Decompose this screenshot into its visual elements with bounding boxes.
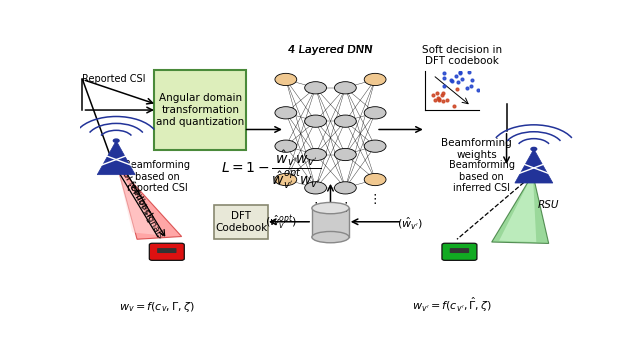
Circle shape [364,107,386,119]
Circle shape [531,147,537,151]
FancyBboxPatch shape [214,205,269,239]
Circle shape [113,139,119,142]
Text: $w_{v^\prime} = f(c_{v^\prime}, \hat{\Gamma}, \zeta)$: $w_{v^\prime} = f(c_{v^\prime}, \hat{\Ga… [412,296,492,314]
Circle shape [335,115,356,127]
Text: Reported CSI: Reported CSI [83,74,146,84]
Text: Angular domain
transformation
and quantization: Angular domain transformation and quanti… [156,93,244,127]
Circle shape [305,182,326,194]
Circle shape [364,73,386,86]
Text: RSU: RSU [538,200,559,209]
Circle shape [305,115,326,127]
Text: Pilot signals: Pilot signals [129,189,164,240]
FancyBboxPatch shape [450,248,469,253]
Circle shape [275,173,297,186]
Circle shape [275,140,297,152]
Text: $(\hat{w}_{v^\prime})$: $(\hat{w}_{v^\prime})$ [397,215,423,231]
Text: DFT
Codebook: DFT Codebook [215,211,268,233]
Text: Soft decision in
DFT codebook: Soft decision in DFT codebook [422,45,502,66]
Polygon shape [117,166,182,239]
FancyBboxPatch shape [442,243,477,260]
Text: Beamforming
based on
reported CSI: Beamforming based on reported CSI [124,160,190,193]
Ellipse shape [312,203,349,214]
Text: $w_v = f(c_v, \Gamma, \zeta)$: $w_v = f(c_v, \Gamma, \zeta)$ [119,300,195,314]
Text: $(\hat{w}_{v}^{opt})$: $(\hat{w}_{v}^{opt})$ [265,214,297,232]
Text: 4 Layered DNN: 4 Layered DNN [288,45,373,55]
Bar [312,208,349,237]
Circle shape [364,140,386,152]
Circle shape [275,107,297,119]
Text: CSI feedback: CSI feedback [117,164,155,220]
Text: Beamforming
weights: Beamforming weights [442,138,512,160]
Circle shape [275,73,297,86]
Polygon shape [97,141,135,175]
Text: ⋮: ⋮ [339,201,351,214]
Polygon shape [117,166,159,235]
Polygon shape [499,174,536,242]
Circle shape [335,82,356,94]
Text: 4 Layered DNN: 4 Layered DNN [288,45,372,55]
Circle shape [335,148,356,161]
Circle shape [305,82,326,94]
Polygon shape [492,174,548,243]
Circle shape [305,148,326,161]
Text: $L = 1 - \dfrac{\hat{w}_{v^{\prime}} w_{v^{\prime}}}{\hat{w}_{v^{\prime}}^{opt} : $L = 1 - \dfrac{\hat{w}_{v^{\prime}} w_{… [221,148,322,191]
Text: ⋮: ⋮ [369,193,381,206]
Circle shape [335,182,356,194]
Polygon shape [515,149,553,183]
FancyBboxPatch shape [157,248,177,253]
Text: Beamforming
based on
inferred CSI: Beamforming based on inferred CSI [449,160,515,193]
FancyBboxPatch shape [154,70,246,150]
FancyBboxPatch shape [149,243,184,260]
Circle shape [364,173,386,186]
Ellipse shape [312,231,349,243]
Text: ⋮: ⋮ [309,201,322,214]
